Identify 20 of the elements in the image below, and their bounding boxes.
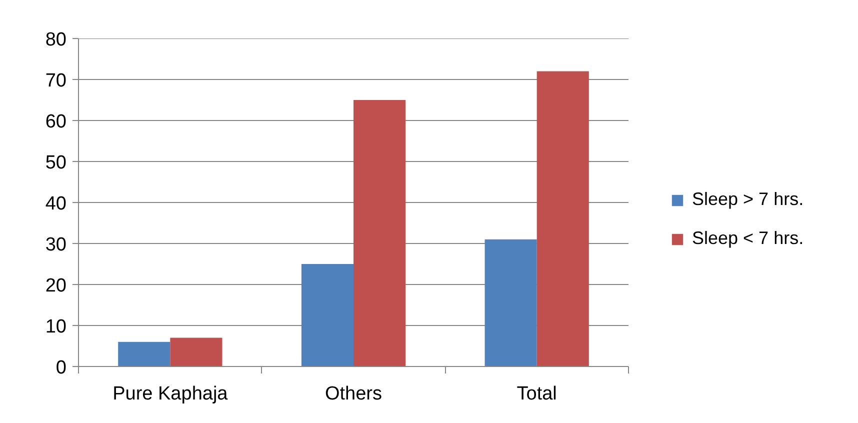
y-tick-label: 30 — [45, 234, 67, 256]
y-tick-label: 40 — [45, 194, 67, 214]
x-tick-label: Others — [324, 384, 382, 404]
bar — [301, 264, 354, 366]
legend-label: Sleep < 7 hrs. — [692, 228, 804, 249]
x-tick-label: Total — [516, 384, 557, 404]
bar — [118, 342, 170, 366]
y-tick-label: 60 — [45, 112, 67, 132]
y-tick-label: 0 — [56, 358, 67, 378]
y-tick-label: 10 — [45, 316, 67, 338]
bar — [536, 71, 589, 366]
y-tick-label: 20 — [45, 276, 67, 296]
x-tick-label: Pure Kaphaja — [112, 384, 228, 404]
legend-label: Sleep > 7 hrs. — [692, 189, 804, 210]
y-tick-label: 80 — [45, 30, 67, 50]
bar — [484, 239, 537, 366]
y-tick-label: 50 — [45, 152, 67, 174]
bar — [170, 338, 222, 366]
bar — [354, 100, 406, 366]
y-tick-label: 70 — [45, 70, 67, 92]
